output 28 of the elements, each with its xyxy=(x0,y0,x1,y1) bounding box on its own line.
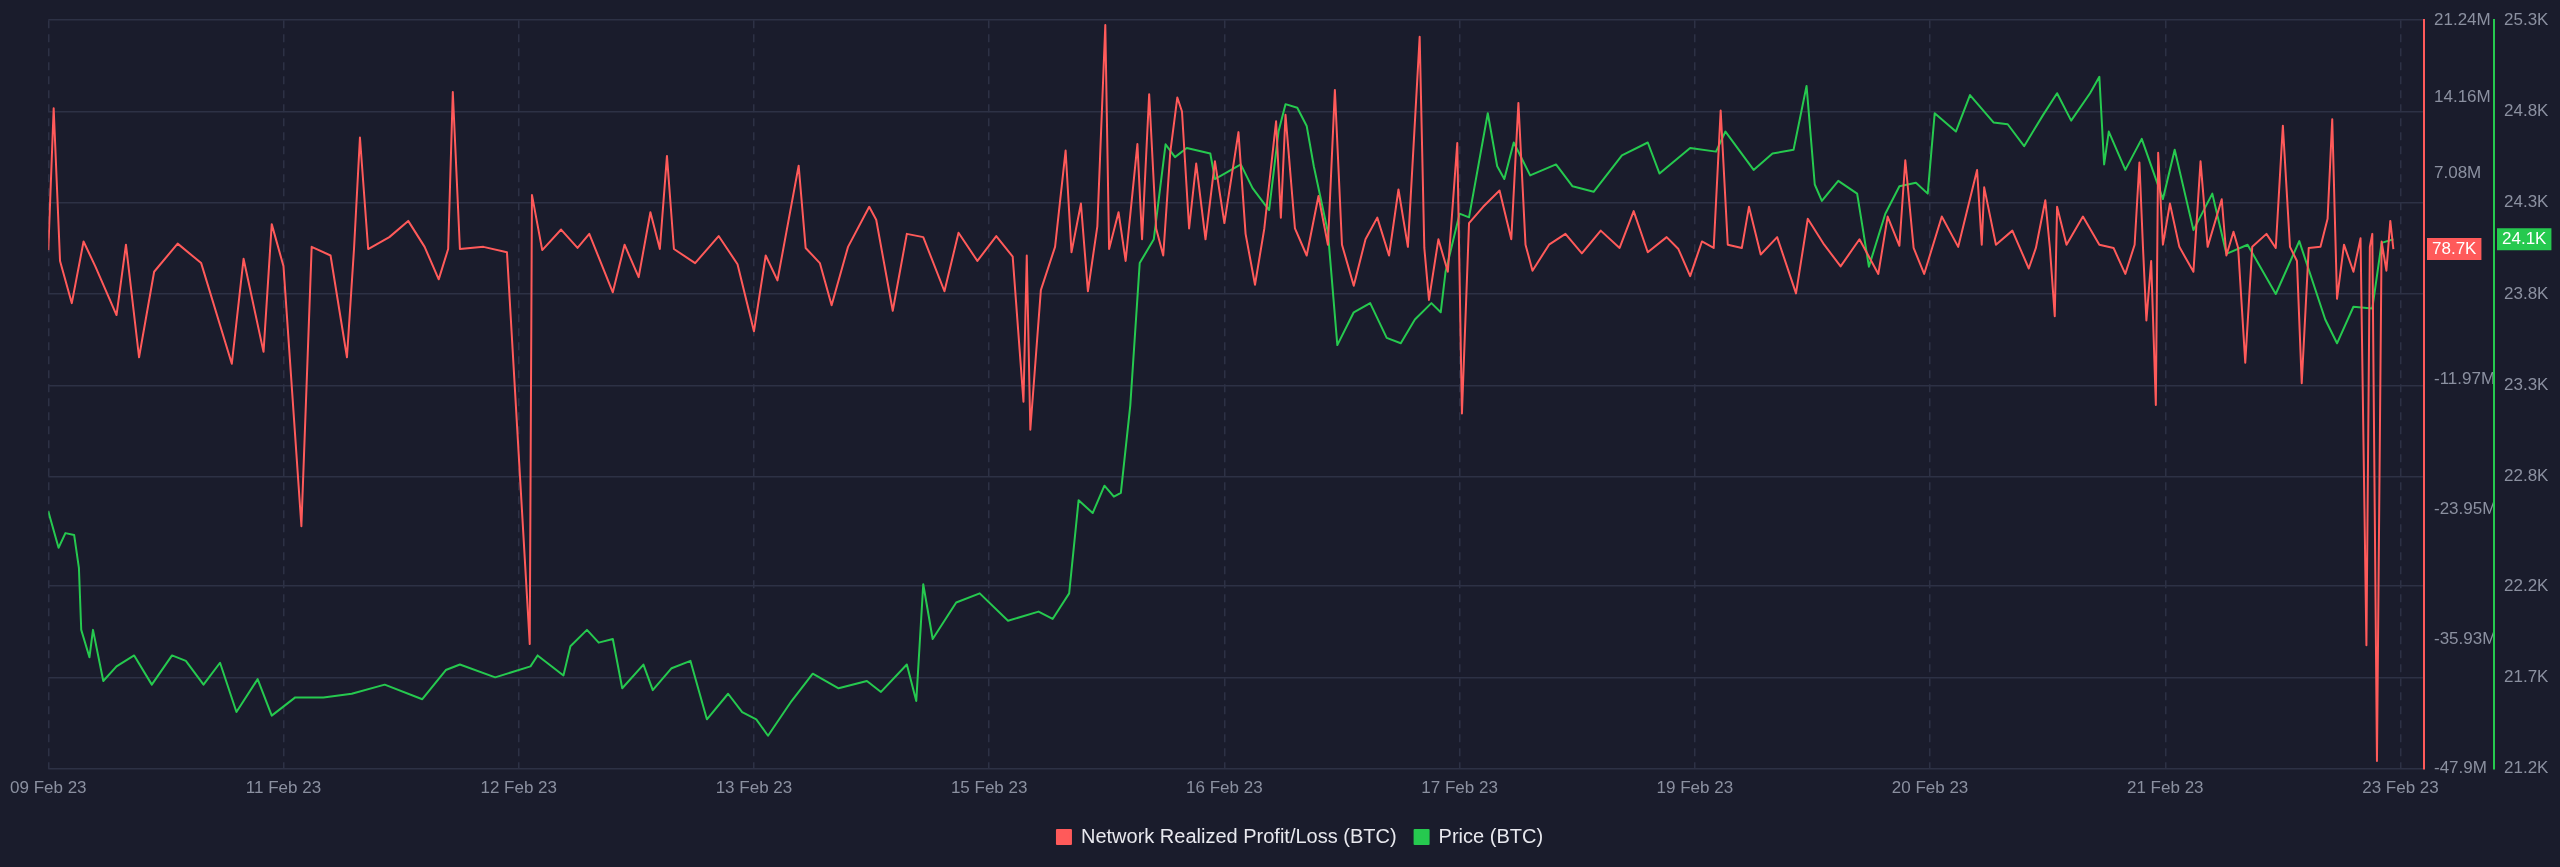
y2-tick-label: 24.3K xyxy=(2504,192,2550,212)
y2-tick-label: 21.2K xyxy=(2504,758,2550,778)
y-tick-label: 21.24M xyxy=(2434,9,2491,29)
y2-tick-label: 22.8K xyxy=(2504,466,2550,486)
x-tick-label: 19 Feb 23 xyxy=(1656,778,1734,798)
x-tick-label: 17 Feb 23 xyxy=(1421,778,1498,798)
y2-tick-label: 23.8K xyxy=(2504,283,2550,303)
x-tick-label: 20 Feb 23 xyxy=(1891,778,1969,798)
y2-tick-label: 24.8K xyxy=(2504,101,2550,121)
y2-tick-label: 25.3K xyxy=(2504,9,2550,29)
legend-label: Price (BTC) xyxy=(1438,824,1544,847)
x-tick-label: 23 Feb 23 xyxy=(2362,778,2439,798)
y-tick-label: 14.16M xyxy=(2434,86,2491,106)
y2-tick-label: 21.7K xyxy=(2504,667,2550,687)
x-tick-label: 09 Feb 23 xyxy=(10,778,87,798)
y2-tick-label: 22.2K xyxy=(2504,575,2550,595)
text: 24.1K xyxy=(2502,228,2548,248)
y-tick-label: 7.08M xyxy=(2434,163,2482,183)
legend-label: Network Realized Profit/Loss (BTC) xyxy=(1080,824,1397,847)
y2-tick-label: 23.3K xyxy=(2504,374,2550,394)
y-tick-label: -47.9M xyxy=(2434,758,2487,778)
x-tick-label: 21 Feb 23 xyxy=(2126,778,2204,798)
text: 78.7K xyxy=(2432,238,2478,258)
x-tick-label: 13 Feb 23 xyxy=(715,778,793,798)
x-tick-label: 15 Feb 23 xyxy=(950,778,1028,798)
x-tick-label: 16 Feb 23 xyxy=(1186,778,1263,798)
x-tick-label: 12 Feb 23 xyxy=(480,778,557,798)
x-tick-label: 11 Feb 23 xyxy=(245,778,322,798)
